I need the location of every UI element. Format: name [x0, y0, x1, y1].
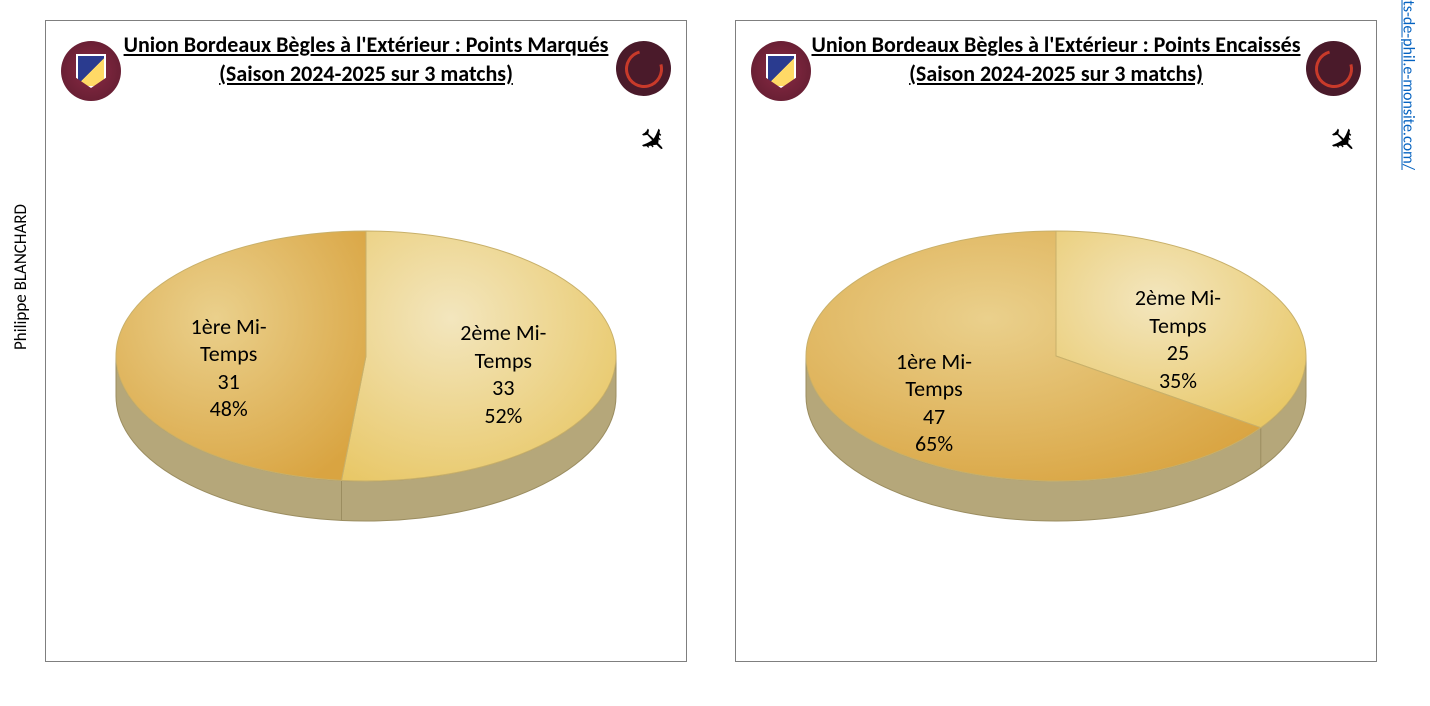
chart-title: Union Bordeaux Bègles à l'Extérieur : Po… — [124, 31, 609, 87]
chart-panel-conceded: ✈ Union Bordeaux Bègles à l'Extérieur : … — [735, 20, 1377, 662]
ubb-logo-icon — [751, 41, 811, 101]
pie-chart-conceded: 2ème Mi-Temps2535% 1ère Mi-Temps4765% — [796, 221, 1316, 531]
pie-chart-scored: 2ème Mi-Temps3352% 1ère Mi-Temps3148% — [106, 221, 626, 531]
author-label: Philippe BLANCHARD — [10, 204, 31, 350]
plane-icon: ✈ — [1317, 117, 1366, 166]
pie-slice-label: 1ère Mi-Temps3148% — [169, 313, 289, 423]
chart-title: Union Bordeaux Bègles à l'Extérieur : Po… — [811, 31, 1300, 87]
site-link[interactable]: http://stats-de-phil.e-monsite.com/ — [1399, 0, 1418, 170]
stats-logo-icon — [616, 41, 671, 96]
ubb-logo-icon — [61, 41, 121, 101]
plane-icon: ✈ — [627, 117, 676, 166]
stats-logo-icon — [1306, 41, 1361, 96]
pie-slice-label: 2ème Mi-Temps3352% — [443, 319, 563, 429]
chart-panel-scored: ✈ Union Bordeaux Bègles à l'Extérieur : … — [45, 20, 687, 662]
pie-slice-label: 2ème Mi-Temps2535% — [1118, 284, 1238, 394]
pie-slice-label: 1ère Mi-Temps4765% — [874, 348, 994, 458]
